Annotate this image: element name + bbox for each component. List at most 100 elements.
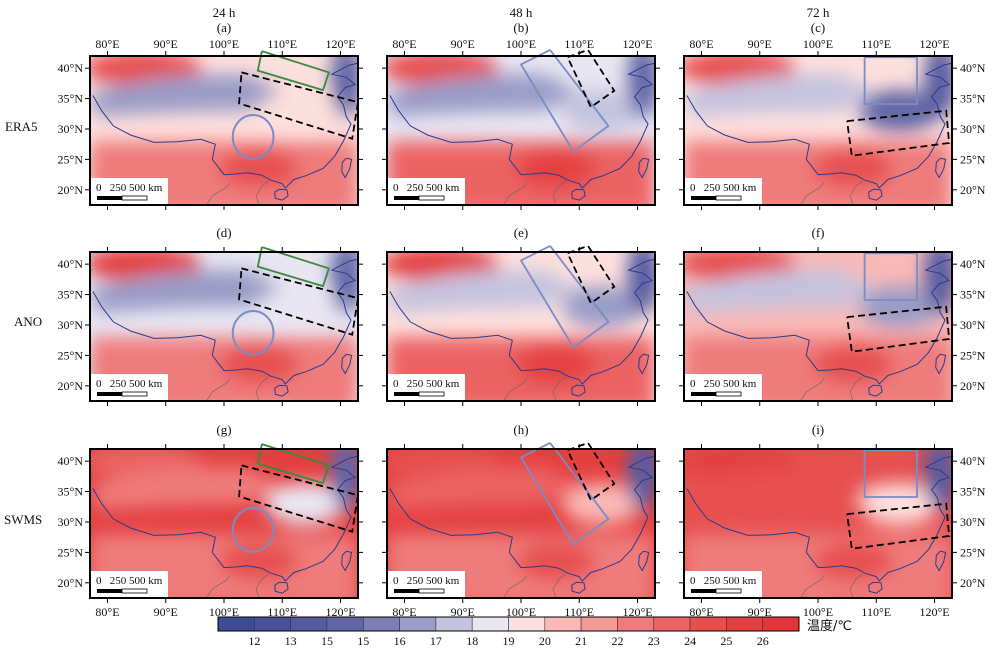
scale-bar: 0 250 500 km: [90, 374, 168, 401]
lon-tick-label: 110°E: [564, 605, 594, 619]
scale-bar-black-segment: [97, 392, 122, 396]
hainan-outline: [571, 384, 586, 397]
field-region-southcentral: [515, 542, 597, 581]
panel-label: (h): [513, 422, 528, 437]
colorbar-swatch: [689, 616, 727, 632]
field-region-east: [859, 89, 940, 132]
map-panel-c: 0 250 500 km 80°E 90°E 100°E 110°E 120°E 40°N 3…: [679, 20, 986, 210]
map-panel-i: 0 250 500 km 80°E 90°E 100°E 110°E 120°E 40°N 3…: [679, 422, 986, 619]
annotation-dashed-box: [566, 244, 616, 305]
annotation-green-box: [256, 50, 331, 92]
field-region-east: [562, 285, 643, 328]
coastline-border: [686, 455, 952, 582]
panel-grid: 0 250 500 km 80°E 90°E 100°E 110°E 120°E 40°N 3…: [58, 20, 986, 619]
taiwan-outline: [935, 157, 947, 179]
field-region-east: [265, 285, 346, 328]
field-region-east: [859, 482, 940, 525]
country-border: [255, 574, 269, 598]
taiwan-outline: [638, 157, 650, 179]
lat-tick-label: 40°N: [58, 257, 84, 271]
country-border: [552, 574, 566, 598]
scale-bar-white-segment: [715, 588, 742, 594]
lat-tick-label: 35°N: [58, 92, 84, 106]
scale-bar-black-segment: [394, 196, 419, 200]
colorbar-swatch: [326, 616, 364, 632]
scale-bar-black-segment: [691, 196, 716, 200]
panel-label: (i): [812, 422, 824, 437]
country-border: [255, 181, 269, 205]
lon-tick-label: 90°E: [748, 37, 772, 51]
scale-bar-white-segment: [418, 588, 445, 594]
country-border: [206, 182, 231, 205]
lon-tick-label: 100°E: [506, 37, 536, 51]
lon-tick-label: 120°E: [325, 605, 355, 619]
colorbar-tick-label: 16: [394, 634, 406, 648]
scale-bar: 0 250 500 km: [90, 178, 168, 205]
field-blobs: [387, 449, 655, 598]
annotation-circle: [231, 113, 275, 160]
colorbar-swatch: [471, 616, 509, 632]
field-blobs: [90, 56, 358, 205]
colorbar-swatch: [580, 616, 618, 632]
map-panel-e: 0 250 500 km (e): [382, 225, 660, 406]
lon-tick-label: 100°E: [209, 605, 239, 619]
scale-bar-black-segment: [394, 392, 419, 396]
map-panel-b: 0 250 500 km 80°E 90°E 100°E 110°E 120°E (b): [382, 20, 660, 210]
scale-bar: 0 250 500 km: [387, 374, 465, 401]
temperature-field: 0 250 500 km: [387, 56, 655, 205]
lon-tick-label: 100°E: [506, 605, 536, 619]
country-border: [552, 181, 566, 205]
colorbar-swatch: [399, 616, 437, 632]
field-region-north-band: [684, 73, 877, 117]
scale-bar-label: 0 250 500 km: [690, 182, 757, 194]
field-region-southcentral: [218, 345, 300, 384]
temperature-field: 0 250 500 km: [90, 56, 358, 205]
colorbar-tick-label: 19: [503, 634, 515, 648]
colorbar-tick-label: 22: [611, 634, 623, 648]
lon-tick-label: 80°E: [689, 37, 713, 51]
taiwan-outline: [341, 157, 353, 179]
lon-tick-label: 80°E: [95, 37, 119, 51]
annotation-circle: [231, 506, 275, 553]
country-border: [800, 182, 825, 205]
row-label-ano: ANO: [14, 314, 42, 329]
scale-bar: 0 250 500 km: [684, 571, 762, 598]
coastline-border: [686, 62, 952, 189]
scale-bar: 0 250 500 km: [684, 178, 762, 205]
lat-tick-label: 25°N: [58, 348, 84, 362]
country-border: [206, 378, 231, 401]
lon-tick-label: 120°E: [622, 37, 652, 51]
taiwan-outline: [341, 550, 353, 572]
colorbar-tick-label: 24: [684, 634, 696, 648]
lat-tick-label: 35°N: [58, 288, 84, 302]
lat-tick-label: 30°N: [58, 515, 84, 529]
row-label-era5: ERA5: [5, 119, 38, 134]
lon-tick-label: 120°E: [919, 37, 949, 51]
lon-tick-label: 90°E: [451, 605, 475, 619]
field-region-north-band: [684, 466, 877, 510]
field-region-east: [265, 89, 346, 132]
colorbar-tick-label: 25: [720, 634, 732, 648]
country-border: [503, 575, 528, 598]
country-border: [849, 377, 863, 401]
taiwan-outline: [935, 550, 947, 572]
country-border: [800, 378, 825, 401]
field-region-southcentral: [515, 345, 597, 384]
field-region-southcentral: [218, 542, 300, 581]
hainan-outline: [274, 581, 289, 594]
scale-bar: 0 250 500 km: [684, 374, 762, 401]
annotation-dashed-box: [846, 305, 951, 353]
hainan-outline: [571, 581, 586, 594]
field-blobs: [387, 252, 655, 401]
lat-tick-label: 35°N: [960, 92, 986, 106]
scale-bar-background: [90, 571, 168, 598]
field-region-north-band: [387, 73, 580, 117]
scale-bar: 0 250 500 km: [387, 178, 465, 205]
country-border: [503, 378, 528, 401]
colorbar-swatch: [217, 616, 255, 632]
panel-label: (c): [811, 20, 825, 35]
lat-tick-label: 35°N: [960, 288, 986, 302]
annotation-dashed-box: [566, 441, 616, 502]
lon-tick-label: 120°E: [325, 37, 355, 51]
scale-bar-black-segment: [394, 589, 419, 593]
